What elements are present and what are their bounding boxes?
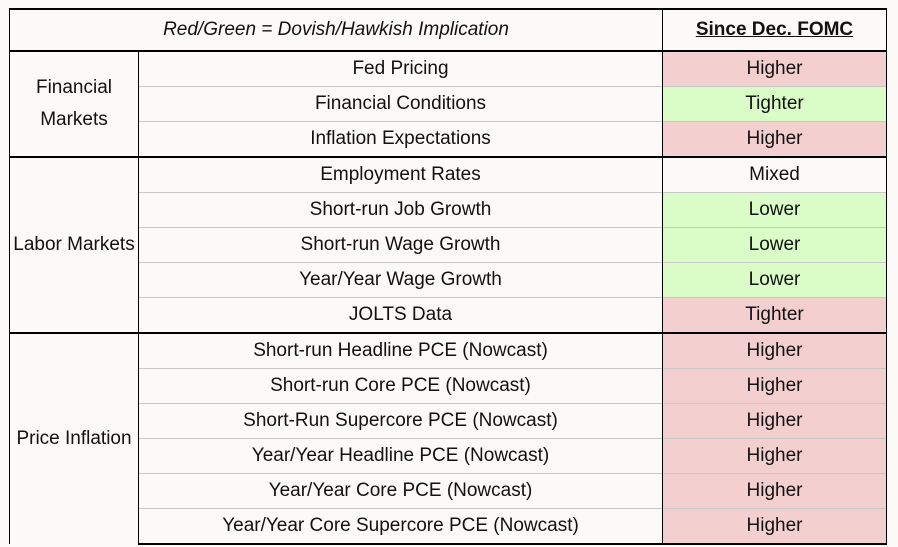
table-row: Year/Year Core PCE (Nowcast) Higher xyxy=(10,473,887,509)
indicator: Year/Year Wage Growth xyxy=(138,262,663,298)
change: Higher xyxy=(662,121,887,157)
change: Higher xyxy=(662,438,887,474)
indicator: Year/Year Core Supercore PCE (Nowcast) xyxy=(138,508,663,545)
table-title: Red/Green = Dovish/Hawkish Implication xyxy=(9,8,663,51)
table-row: Short-run Core PCE (Nowcast) Higher xyxy=(10,368,887,404)
change: Higher xyxy=(662,368,887,404)
table-row: Price Inflation Short-run Headline PCE (N… xyxy=(9,332,887,544)
indicator: Short-run Wage Growth xyxy=(138,227,663,263)
group-label: Labor Markets xyxy=(9,156,139,333)
table-row: Financial Markets Fed Pricing Higher xyxy=(9,50,887,157)
header-row: Red/Green = Dovish/Hawkish Implication S… xyxy=(9,8,887,51)
table-row: Short-Run Supercore PCE (Nowcast) Higher xyxy=(10,403,887,439)
table-row: Financial Conditions Tighter xyxy=(10,86,887,122)
column-header: Since Dec. FOMC xyxy=(662,8,887,51)
table-row: Inflation Expectations Higher xyxy=(10,121,887,157)
table-row: Short-run Job Growth Lower xyxy=(10,192,887,228)
change: Higher xyxy=(662,332,887,369)
change: Higher xyxy=(662,50,887,87)
indicator: Year/Year Core PCE (Nowcast) xyxy=(138,473,663,509)
change: Lower xyxy=(662,227,887,263)
table-row: Short-run Wage Growth Lower xyxy=(10,227,887,263)
change: Higher xyxy=(662,403,887,439)
table-row: Labor Markets Employment Rates Mixed xyxy=(9,156,887,333)
table-row: JOLTS Data Tighter xyxy=(10,297,887,333)
indicator: Fed Pricing xyxy=(138,50,663,87)
change: Higher xyxy=(662,508,887,545)
indicator: Short-Run Supercore PCE (Nowcast) xyxy=(138,403,663,439)
group-label: Price Inflation xyxy=(9,332,139,544)
change: Tighter xyxy=(662,297,887,333)
indicator: Short-run Headline PCE (Nowcast) xyxy=(138,332,663,369)
table-row: Year/Year Wage Growth Lower xyxy=(10,262,887,298)
change: Lower xyxy=(662,192,887,228)
change: Lower xyxy=(662,262,887,298)
change: Tighter xyxy=(662,86,887,122)
indicator: Employment Rates xyxy=(138,156,663,193)
indicator: Short-run Core PCE (Nowcast) xyxy=(138,368,663,404)
implication-table: Red/Green = Dovish/Hawkish Implication S… xyxy=(9,8,887,545)
indicator: JOLTS Data xyxy=(138,297,663,333)
group-label: Financial Markets xyxy=(9,50,139,157)
table-row: Year/Year Core Supercore PCE (Nowcast) Hi… xyxy=(10,508,887,545)
indicator: Financial Conditions xyxy=(138,86,663,122)
table-row: Year/Year Headline PCE (Nowcast) Higher xyxy=(10,438,887,474)
indicator: Short-run Job Growth xyxy=(138,192,663,228)
change: Mixed xyxy=(662,156,887,193)
indicator: Inflation Expectations xyxy=(138,121,663,157)
change: Higher xyxy=(662,473,887,509)
indicator: Year/Year Headline PCE (Nowcast) xyxy=(138,438,663,474)
